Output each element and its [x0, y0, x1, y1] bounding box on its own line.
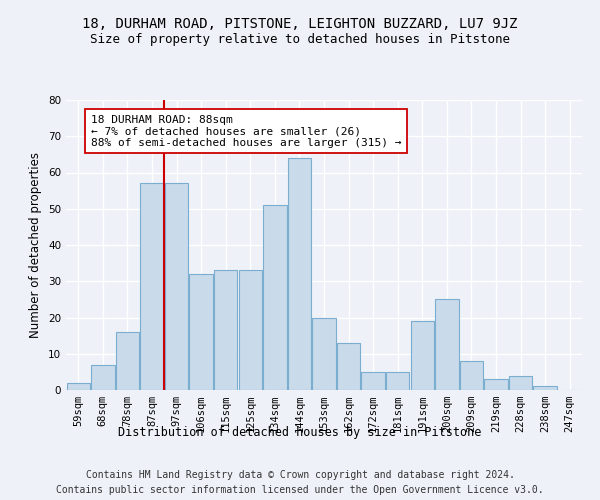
Text: Size of property relative to detached houses in Pitstone: Size of property relative to detached ho…: [90, 32, 510, 46]
Bar: [533, 386, 557, 390]
Text: Contains HM Land Registry data © Crown copyright and database right 2024.: Contains HM Land Registry data © Crown c…: [86, 470, 514, 480]
Bar: [484, 379, 508, 390]
Bar: [410, 321, 434, 390]
Bar: [91, 364, 115, 390]
Bar: [116, 332, 139, 390]
Text: 18 DURHAM ROAD: 88sqm
← 7% of detached houses are smaller (26)
88% of semi-detac: 18 DURHAM ROAD: 88sqm ← 7% of detached h…: [91, 114, 401, 148]
Bar: [67, 383, 90, 390]
Y-axis label: Number of detached properties: Number of detached properties: [29, 152, 43, 338]
Text: 18, DURHAM ROAD, PITSTONE, LEIGHTON BUZZARD, LU7 9JZ: 18, DURHAM ROAD, PITSTONE, LEIGHTON BUZZ…: [82, 18, 518, 32]
Bar: [239, 270, 262, 390]
Bar: [313, 318, 335, 390]
Bar: [509, 376, 532, 390]
Text: Contains public sector information licensed under the Open Government Licence v3: Contains public sector information licen…: [56, 485, 544, 495]
Bar: [386, 372, 409, 390]
Bar: [214, 270, 238, 390]
Bar: [361, 372, 385, 390]
Text: Distribution of detached houses by size in Pitstone: Distribution of detached houses by size …: [118, 426, 482, 439]
Bar: [435, 300, 458, 390]
Bar: [140, 184, 164, 390]
Bar: [190, 274, 213, 390]
Bar: [337, 343, 360, 390]
Bar: [460, 361, 483, 390]
Bar: [288, 158, 311, 390]
Bar: [263, 205, 287, 390]
Bar: [165, 184, 188, 390]
